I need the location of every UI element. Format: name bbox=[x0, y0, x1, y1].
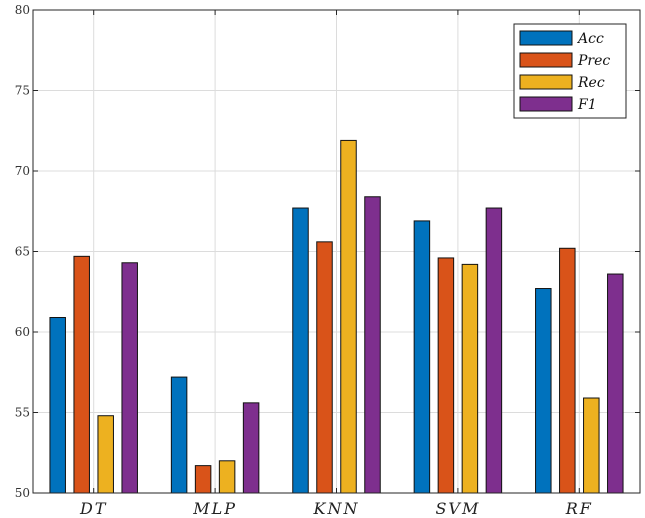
y-axis: 50 55 60 65 70 75 80 bbox=[15, 3, 640, 500]
bar-rec-mlp bbox=[218, 460, 236, 494]
bar-prec-knn bbox=[316, 241, 333, 494]
y-tick-label: 50 bbox=[15, 486, 30, 500]
x-category-label: RF bbox=[565, 499, 593, 518]
bar-acc-svm bbox=[413, 220, 431, 494]
legend-label-prec: Prec bbox=[577, 53, 610, 69]
bar-prec-dt bbox=[73, 255, 90, 494]
x-category-label: KNN bbox=[313, 499, 360, 518]
bar-prec-rf bbox=[559, 247, 576, 494]
legend-swatch-rec bbox=[519, 74, 573, 90]
bar-prec-svm bbox=[437, 257, 455, 494]
x-axis: DT MLP KNN SVM RF bbox=[79, 10, 593, 518]
bar-f1-mlp bbox=[242, 402, 260, 494]
y-tick-label: 55 bbox=[15, 406, 30, 420]
bar-f1-rf bbox=[607, 273, 624, 494]
bar-prec-mlp bbox=[194, 465, 212, 494]
bar-rec-rf bbox=[583, 397, 600, 494]
bar-rec-knn bbox=[340, 139, 357, 494]
x-category-label: DT bbox=[79, 499, 108, 518]
x-category-label: MLP bbox=[192, 499, 237, 518]
legend-label-acc: Acc bbox=[576, 31, 604, 47]
bar-rec-dt bbox=[97, 415, 114, 494]
bar-acc-dt bbox=[49, 317, 66, 494]
y-tick-label: 70 bbox=[15, 164, 30, 178]
bar-acc-mlp bbox=[170, 376, 188, 494]
y-tick-label: 65 bbox=[15, 245, 30, 259]
bar-f1-dt bbox=[121, 262, 138, 494]
x-category-label: SVM bbox=[435, 499, 480, 518]
legend-swatch-prec bbox=[519, 52, 573, 68]
y-tick-label: 60 bbox=[15, 325, 30, 339]
bar-acc-knn bbox=[292, 207, 309, 494]
bar-f1-svm bbox=[485, 207, 503, 494]
legend-label-rec: Rec bbox=[577, 75, 605, 91]
bar-acc-rf bbox=[535, 288, 552, 494]
bar-f1-knn bbox=[364, 196, 381, 494]
legend-swatch-acc bbox=[519, 30, 573, 46]
legend-swatch-f1 bbox=[519, 96, 573, 112]
y-tick-label: 80 bbox=[15, 3, 30, 17]
legend-label-f1: F1 bbox=[577, 97, 597, 113]
y-tick-label: 75 bbox=[15, 84, 30, 98]
legend: Acc Prec Rec F1 bbox=[513, 23, 627, 119]
bar-rec-svm bbox=[461, 263, 479, 494]
